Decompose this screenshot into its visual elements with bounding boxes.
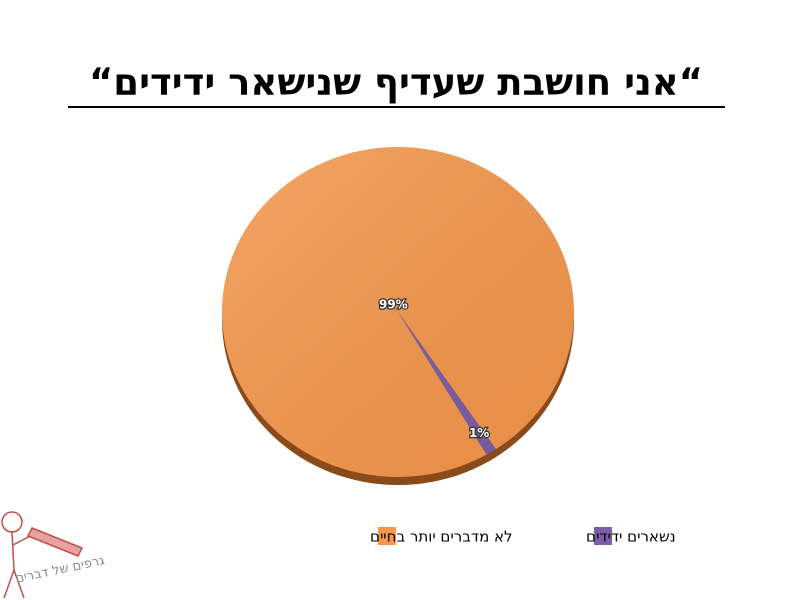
pie: 99% 1% xyxy=(221,147,574,485)
legend-swatch xyxy=(594,527,612,545)
chart-title: “אני חושבת שעדיף שנישאר ידידים“ xyxy=(89,61,703,104)
data-label: 99% xyxy=(379,298,408,312)
pie-shade xyxy=(222,147,574,477)
logo-crayon xyxy=(26,527,84,557)
logo-body xyxy=(11,531,15,571)
logo xyxy=(1,511,84,599)
legend-label: לא מדברים יותר בחיים xyxy=(370,528,513,546)
data-label: 1% xyxy=(469,426,489,440)
legend: לא מדברים יותר בחיים נשארים ידידים xyxy=(370,527,676,546)
logo-leg xyxy=(13,569,25,599)
legend-swatch xyxy=(378,527,396,545)
legend-label: נשארים ידידים xyxy=(586,528,676,546)
logo-leg xyxy=(3,569,15,599)
logo-head xyxy=(1,511,23,533)
logo-text: גרפים של דברים xyxy=(14,553,106,587)
